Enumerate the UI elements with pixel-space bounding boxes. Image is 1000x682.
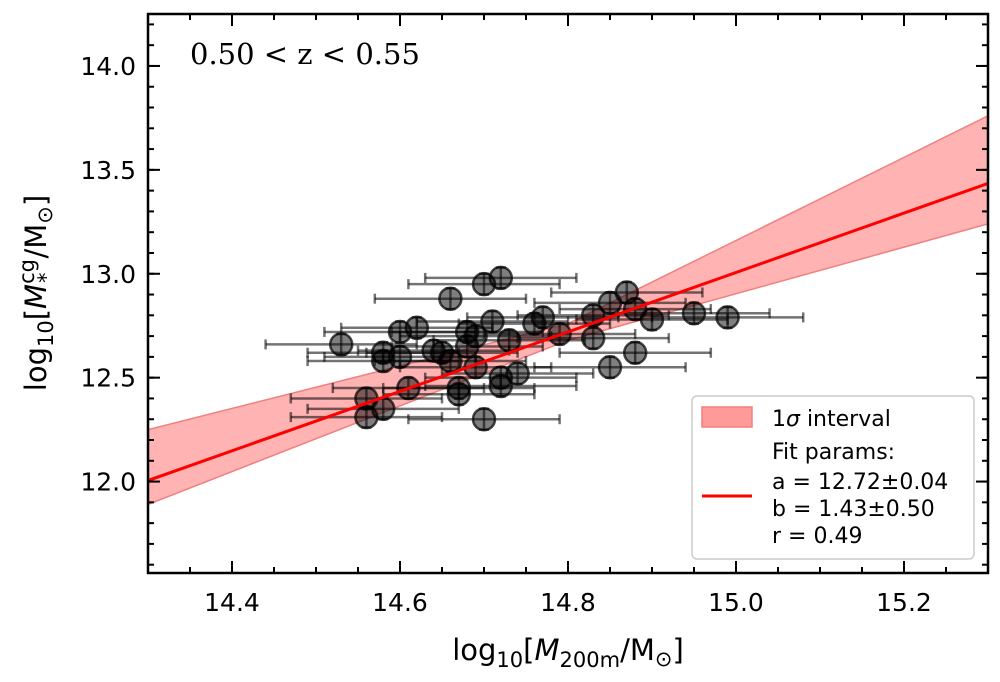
fit-line — [148, 181, 988, 482]
y-axis-label: log10[Mcg*/M⊙] — [15, 195, 58, 391]
y-tick-label: 14.0 — [80, 52, 136, 81]
data-point — [715, 305, 740, 330]
axis-ticks: 14.4 14.6 14.8 15.0 15.2 12.0 12.5 13.0 13.5 14.0 — [80, 14, 989, 617]
data-point — [488, 265, 514, 291]
data-point — [488, 373, 514, 399]
data-point — [639, 307, 665, 332]
data-point — [622, 340, 648, 365]
data-point — [597, 355, 623, 380]
data-point — [471, 406, 497, 432]
x-tick-label: 14.8 — [540, 588, 596, 617]
x-tick-label: 14.6 — [372, 588, 428, 617]
data-point — [404, 315, 430, 341]
data-points — [328, 265, 740, 432]
legend-fit-b: b = 1.43±0.50 — [772, 497, 935, 522]
x-tick-label: 14.4 — [204, 588, 260, 617]
legend: 1σ interval Fit params: a = 12.72±0.04 b… — [691, 395, 975, 560]
plot-area — [148, 114, 988, 506]
y-tick-label: 13.0 — [80, 260, 136, 289]
data-point — [530, 305, 556, 330]
legend-fit-title: Fit params: — [772, 440, 895, 465]
y-tick-label: 13.5 — [80, 156, 136, 185]
data-point — [387, 344, 413, 370]
data-point — [580, 325, 606, 351]
y-tick-label: 12.0 — [80, 468, 136, 497]
legend-band-swatch — [701, 406, 753, 428]
data-point — [681, 300, 707, 326]
legend-fit-a: a = 12.72±0.04 — [772, 470, 948, 495]
x-axis-label: log10[M200m/M⊙] — [452, 633, 684, 672]
data-point — [463, 323, 488, 349]
data-point — [505, 361, 530, 386]
legend-box — [691, 395, 975, 560]
legend-band-label: 1σ interval — [772, 407, 891, 432]
data-point — [446, 382, 472, 407]
data-point — [496, 328, 522, 353]
data-point — [480, 309, 505, 334]
x-tick-label: 15.2 — [876, 588, 932, 617]
x-tick-label: 15.0 — [708, 588, 764, 617]
legend-fit-r: r = 0.49 — [772, 524, 862, 549]
redshift-annotation: 0.50 < z < 0.55 — [190, 37, 420, 71]
y-tick-label: 12.5 — [80, 364, 136, 393]
data-point — [438, 286, 463, 311]
data-point — [328, 332, 354, 357]
